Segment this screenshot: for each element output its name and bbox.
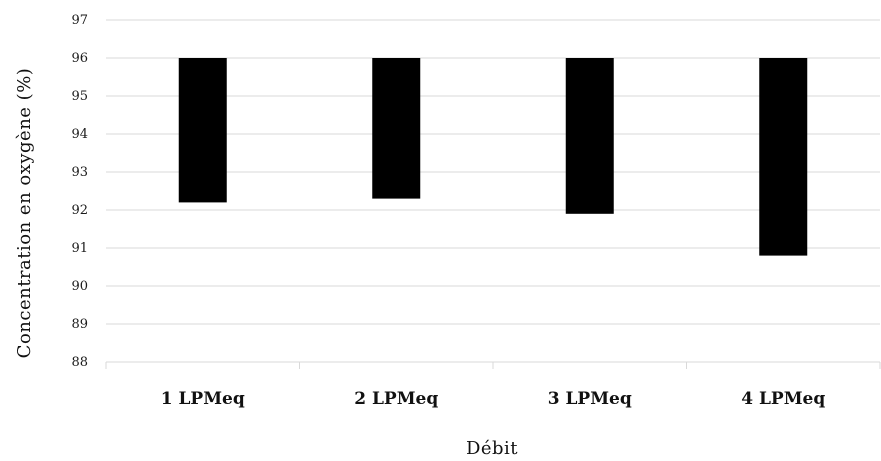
y-tick-label: 88	[71, 355, 88, 370]
x-category-label: 4 LPMeq	[741, 389, 825, 409]
y-axis-title: Concentration en oxygène (%)	[14, 68, 35, 359]
x-category-label: 2 LPMeq	[354, 389, 438, 409]
range-bar	[178, 58, 227, 203]
y-tick-label: 95	[71, 89, 88, 104]
y-tick-label: 89	[71, 317, 88, 332]
x-category-label: 3 LPMeq	[548, 389, 632, 409]
x-category-labels: 1 LPMeq 2 LPMeq 3 LPMeq 4 LPMeq	[161, 389, 826, 409]
x-axis-title: Débit	[466, 438, 518, 459]
x-category-label: 1 LPMeq	[161, 389, 245, 409]
y-tick-label: 90	[71, 279, 88, 294]
y-tick-label: 91	[71, 241, 88, 256]
y-tick-label: 97	[71, 13, 88, 28]
y-tick-label: 94	[71, 127, 88, 142]
y-tick-label: 96	[71, 51, 88, 66]
range-bar	[759, 58, 808, 256]
y-tick-label: 92	[71, 203, 88, 218]
bars	[178, 58, 808, 256]
range-bar	[372, 58, 421, 199]
y-tick-label: 93	[71, 165, 88, 180]
x-axis	[105, 362, 881, 369]
range-bar	[565, 58, 614, 214]
y-tick-labels: 88 89 90 91 92 93 94 95 96 97	[71, 13, 88, 370]
y-gridlines	[106, 19, 880, 363]
